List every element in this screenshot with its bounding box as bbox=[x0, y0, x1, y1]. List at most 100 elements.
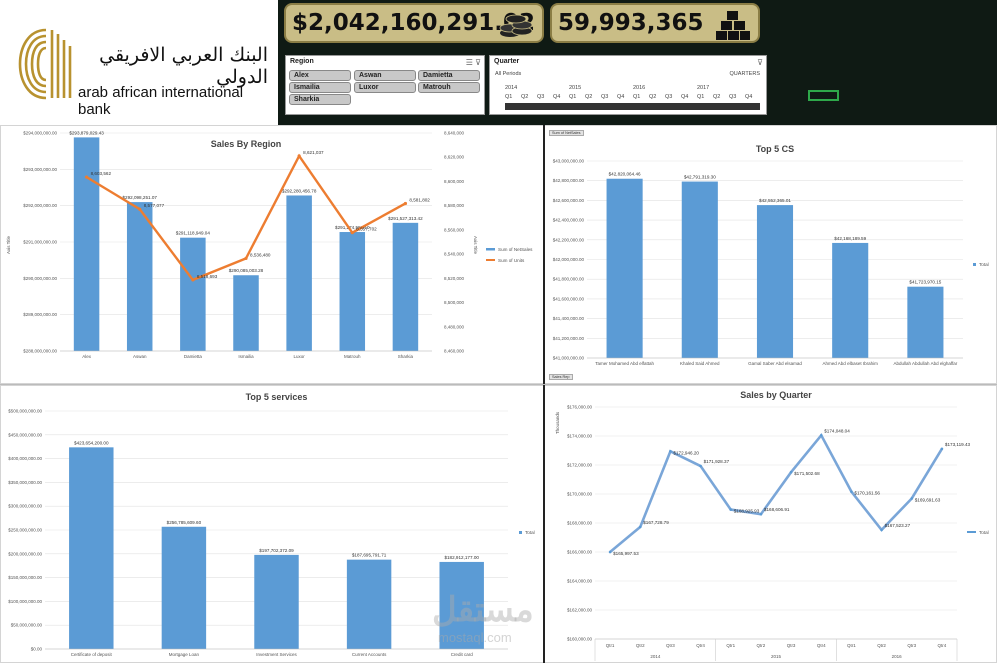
region-item-ismailia[interactable]: Ismailia bbox=[289, 82, 351, 93]
data-label: $291,527,313.42 bbox=[388, 216, 423, 221]
logo-panel: البنك العربي الافريقي الدولي arab africa… bbox=[0, 0, 278, 125]
region-item-matrouh[interactable]: Matrouh bbox=[418, 82, 480, 93]
line-data-label: 8,603,562 bbox=[91, 171, 112, 176]
bar bbox=[73, 137, 100, 351]
y-tick-label: $150,000,000.00 bbox=[8, 575, 42, 580]
bar bbox=[126, 202, 153, 351]
timeline-quarter[interactable]: Q1 bbox=[569, 94, 577, 100]
x-tick-label: Alex bbox=[82, 354, 92, 359]
boxes-icon bbox=[716, 11, 750, 40]
timeline-quarter[interactable]: Q1 bbox=[505, 94, 513, 100]
timeline-quarter[interactable]: Q3 bbox=[729, 94, 737, 100]
chart-sales-by-quarter: Sales by Quarter $160,000.00 $162,000.00 $1… bbox=[555, 390, 989, 661]
line-point bbox=[880, 528, 883, 532]
timeline-quarter[interactable]: Q2 bbox=[585, 94, 593, 100]
y2-tick-label: 8,620,000 bbox=[444, 155, 465, 160]
timeline-bar[interactable] bbox=[505, 103, 760, 110]
region-item-sharkia[interactable]: Sharkia bbox=[289, 94, 351, 105]
timeline-quarter[interactable]: Q3 bbox=[601, 94, 609, 100]
series-line-total bbox=[609, 432, 944, 554]
region-slicer-title: Region bbox=[290, 58, 314, 65]
coins-icon bbox=[499, 14, 533, 37]
data-label: $42,791,319.30 bbox=[684, 175, 716, 180]
bar bbox=[439, 561, 484, 649]
data-label: $168,925.93 bbox=[734, 509, 760, 514]
selected-cell[interactable] bbox=[808, 90, 839, 101]
timeline-year-2014[interactable]: 2014 bbox=[505, 85, 518, 91]
bar bbox=[339, 232, 366, 351]
region-slicer[interactable]: Region ☰ ⊽ Alex Aswan Damietta Ismailia … bbox=[285, 55, 485, 115]
bar bbox=[346, 559, 392, 649]
timeline-quarter[interactable]: Q4 bbox=[745, 94, 753, 100]
x-tick-label: Damietta bbox=[184, 354, 203, 359]
bank-name: arab african international bank bbox=[78, 84, 244, 118]
x-tick-label: Gamal Saber Abd elsamad bbox=[748, 361, 802, 366]
data-label: $256,785,609.60 bbox=[167, 520, 202, 525]
line-point bbox=[84, 175, 89, 179]
x-tick-label: Qtr1 bbox=[606, 643, 615, 648]
panel-sales-by-quarter bbox=[544, 385, 997, 663]
x-tick-label: Qtr3 bbox=[666, 643, 675, 648]
bar bbox=[254, 554, 299, 649]
y-tick-label: $160,000.00 bbox=[567, 637, 593, 642]
filter-clear-icon[interactable]: ☰ ⊽ bbox=[465, 58, 481, 67]
region-item-damietta[interactable]: Damietta bbox=[418, 70, 480, 81]
line-data-label: 8,518,693 bbox=[197, 274, 218, 279]
x-tick-label: Qtr1 bbox=[726, 643, 735, 648]
timeline-level-select[interactable]: QUARTERS bbox=[729, 71, 760, 77]
region-item-aswan[interactable]: Aswan bbox=[354, 70, 416, 81]
x-tick-label: Tamer Mohamed Abd elfattah bbox=[595, 361, 654, 366]
kpi-total-units-value: 59,993,365 bbox=[558, 10, 704, 36]
chart-title: Top 5 CS bbox=[756, 144, 794, 154]
timeline-quarter[interactable]: Q2 bbox=[521, 94, 529, 100]
data-label: $197,702,372.09 bbox=[259, 548, 294, 553]
region-item-luxor[interactable]: Luxor bbox=[354, 82, 416, 93]
y2-tick-label: 8,580,000 bbox=[444, 203, 465, 208]
bar bbox=[756, 205, 794, 358]
y2-axis-title: Axis Title bbox=[473, 236, 478, 255]
data-label: $171,928.37 bbox=[704, 459, 730, 464]
sales-rep-button[interactable]: Sales Rep bbox=[549, 374, 573, 380]
chart-title: Top 5 services bbox=[246, 392, 308, 402]
y-tick-label: $42,200,000.00 bbox=[553, 237, 585, 242]
x-tick-label: Qtr1 bbox=[847, 643, 856, 648]
timeline-quarter[interactable]: Q2 bbox=[649, 94, 657, 100]
timeline-year-2017[interactable]: 2017 bbox=[697, 85, 710, 91]
timeline-quarter[interactable]: Q3 bbox=[537, 94, 545, 100]
y-tick-label: $294,000,000.00 bbox=[23, 131, 57, 136]
x-tick-label: Luxor bbox=[294, 354, 306, 359]
timeline-quarter[interactable]: Q2 bbox=[713, 94, 721, 100]
line-data-label: 8,581,802 bbox=[409, 197, 430, 202]
y2-tick-label: 8,460,000 bbox=[444, 349, 465, 354]
line-point bbox=[729, 508, 733, 511]
bar bbox=[180, 237, 206, 351]
timeline-quarter[interactable]: Q1 bbox=[697, 94, 705, 100]
x-tick-label: Ismailia bbox=[238, 354, 254, 359]
region-item-alex[interactable]: Alex bbox=[289, 70, 351, 81]
bar bbox=[832, 242, 869, 358]
y-tick-label: $200,000,000.00 bbox=[8, 551, 42, 556]
y-tick-label: $164,000.00 bbox=[567, 579, 593, 584]
y-tick-label: $176,000.00 bbox=[567, 405, 593, 410]
quarter-timeline[interactable]: Quarter ⊽ All Periods QUARTERS 2014 2015 2… bbox=[489, 55, 767, 115]
timeline-quarter[interactable]: Q4 bbox=[617, 94, 625, 100]
sum-netsales-button[interactable]: Sum of NetSales bbox=[549, 130, 584, 136]
timeline-quarter[interactable]: Q4 bbox=[553, 94, 561, 100]
legend-label: Sum of NetSales bbox=[498, 247, 533, 252]
timeline-year-2016[interactable]: 2016 bbox=[633, 85, 646, 91]
timeline-quarter[interactable]: Q3 bbox=[665, 94, 673, 100]
line-point bbox=[940, 447, 944, 451]
timeline-quarter[interactable]: Q4 bbox=[681, 94, 689, 100]
line-point bbox=[403, 201, 408, 206]
y2-tick-label: 8,480,000 bbox=[444, 324, 465, 329]
timeline-quarter[interactable]: Q1 bbox=[633, 94, 641, 100]
y-tick-label: $166,000.00 bbox=[567, 550, 593, 555]
bar bbox=[233, 275, 259, 351]
filter-clear-icon[interactable]: ⊽ bbox=[757, 58, 763, 67]
line-data-label: 8,577,077 bbox=[144, 203, 165, 208]
x-tick-label: Investment Services bbox=[256, 652, 297, 657]
y-tick-label: $162,000.00 bbox=[567, 608, 593, 613]
timeline-year-2015[interactable]: 2015 bbox=[569, 85, 582, 91]
line-point bbox=[244, 256, 248, 260]
y-tick-label: $174,000.00 bbox=[567, 434, 593, 439]
